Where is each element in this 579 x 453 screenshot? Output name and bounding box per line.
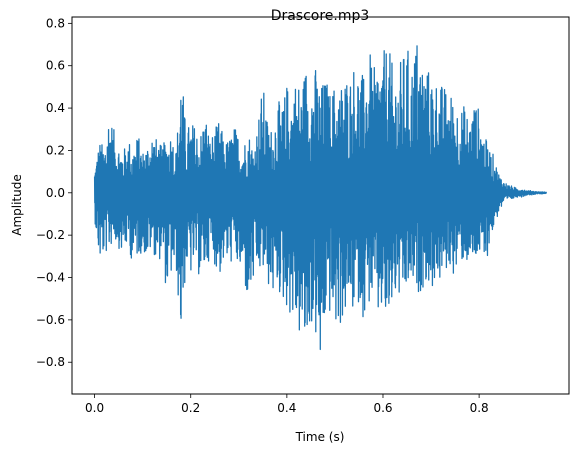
y-tick-label: −0.2: [36, 228, 65, 242]
y-tick-label: 0.4: [46, 101, 65, 115]
x-tick-label: 0.4: [277, 401, 296, 415]
x-tick-label: 0.6: [373, 401, 392, 415]
plot-area: [71, 16, 570, 395]
y-tick-label: 0.2: [46, 143, 65, 157]
y-tick-label: 0.6: [46, 59, 65, 73]
series-layer: [93, 45, 548, 351]
series-line: [93, 45, 548, 351]
y-tick-label: −0.4: [36, 271, 65, 285]
x-axis-ticks: 0.0 0.2 0.4 0.6 0.8: [85, 394, 489, 415]
axes-frame: [71, 16, 570, 395]
x-tick-label: 0.2: [181, 401, 200, 415]
y-axis-label: Amplitude: [10, 174, 24, 236]
y-axis-ticks: −0.8 −0.6 −0.4 −0.2 0.0 0.2 0.4 0.6 0.8: [36, 16, 72, 369]
x-axis-label: Time (s): [295, 430, 345, 444]
y-tick-label: 0.0: [46, 186, 65, 200]
y-tick-label: −0.6: [36, 313, 65, 327]
chart-title: Drascore.mp3: [271, 8, 370, 24]
y-tick-label: −0.8: [36, 355, 65, 369]
x-tick-label: 0.8: [470, 401, 489, 415]
y-tick-label: 0.8: [46, 16, 65, 30]
x-tick-label: 0.0: [85, 401, 104, 415]
